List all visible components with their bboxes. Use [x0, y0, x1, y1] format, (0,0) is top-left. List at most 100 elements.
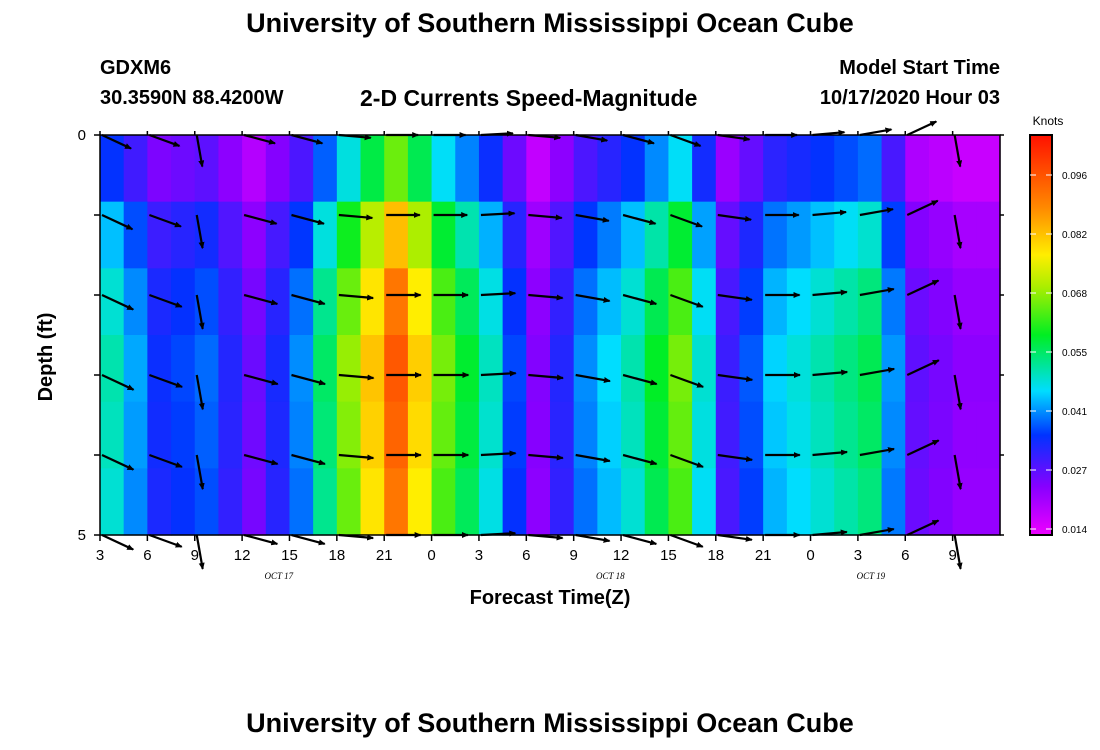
- heatmap-cell: [147, 468, 172, 536]
- current-vector-arrow: [906, 359, 940, 376]
- heatmap-cell: [455, 135, 480, 203]
- heatmap-cell: [218, 135, 243, 203]
- current-vector-arrow: [575, 213, 610, 223]
- heatmap-cell: [171, 335, 196, 403]
- heatmap-cell: [692, 468, 717, 536]
- current-vector-arrow: [859, 527, 895, 537]
- heatmap-cell: [431, 135, 456, 203]
- heatmap-cell: [668, 201, 693, 269]
- colorbar-tick-label: 0.068: [1062, 289, 1087, 300]
- colorbar-ticks: 0.096 0.082 0.068 0.055 0.041 0.027 0.014: [1030, 171, 1087, 536]
- heatmap-cell: [526, 335, 551, 403]
- heatmap-cell: [265, 201, 291, 269]
- heatmap-cell: [336, 401, 362, 469]
- current-vector-arrow: [575, 453, 611, 463]
- heatmap-cell: [715, 335, 741, 403]
- heatmap-cell: [763, 401, 788, 469]
- current-vector-arrow: [859, 127, 893, 137]
- current-vector-arrow: [906, 199, 939, 216]
- current-vector-arrow: [480, 450, 517, 457]
- current-vector-arrow: [622, 533, 658, 546]
- heatmap-cell: [976, 201, 1001, 269]
- heatmap-cell: [147, 201, 172, 269]
- heatmap-cell: [100, 335, 125, 403]
- x-tick-label: 6: [901, 547, 909, 564]
- heatmap-cell: [265, 135, 291, 203]
- current-vector-arrow: [528, 213, 563, 221]
- heatmap-cell: [100, 201, 125, 269]
- current-vector-arrow: [859, 367, 896, 377]
- heatmap-cell: [786, 335, 812, 403]
- current-vector-arrow: [480, 290, 517, 297]
- current-vector-arrow: [101, 214, 134, 231]
- heatmap-cell: [123, 468, 148, 536]
- heatmap-cell: [147, 135, 172, 203]
- heatmap-cell: [928, 135, 954, 203]
- x-tick-label: 6: [522, 547, 530, 564]
- heatmap-cell: [692, 335, 717, 403]
- heatmap-cell: [502, 201, 527, 269]
- current-vector-arrow: [670, 533, 704, 548]
- current-vector-arrow: [291, 533, 326, 546]
- current-vector-arrow: [622, 453, 658, 466]
- heatmap-cell: [100, 135, 125, 203]
- current-vector-arrow: [953, 534, 963, 570]
- heatmap-cell: [621, 468, 646, 536]
- x-tick-label: 0: [806, 547, 814, 564]
- heatmap-cell: [905, 335, 930, 403]
- heatmap-cell: [502, 268, 527, 336]
- heatmap-cell: [597, 201, 622, 269]
- heatmap-cell: [905, 468, 930, 536]
- heatmap-cell: [242, 201, 267, 269]
- x-tick-label: 21: [376, 547, 393, 564]
- current-vector-arrow: [670, 373, 705, 388]
- current-vector-arrow: [717, 533, 753, 542]
- heatmap-cell: [692, 268, 717, 336]
- heatmap-cell: [905, 401, 930, 469]
- heatmap-cell: [242, 135, 267, 203]
- current-vector-arrow: [195, 374, 205, 411]
- heatmap-cell: [123, 401, 148, 469]
- current-vector-arrow: [812, 369, 849, 377]
- date-label: OCT 19: [857, 571, 886, 581]
- current-vector-arrow: [195, 214, 205, 250]
- heatmap-cell: [431, 335, 456, 403]
- heatmap-cell: [550, 135, 575, 203]
- heatmap-cell: [857, 135, 883, 203]
- heatmap-cell: [573, 201, 598, 269]
- current-vector-arrow: [859, 447, 895, 457]
- heatmap-cell: [407, 135, 433, 203]
- heatmap-cell: [478, 268, 504, 336]
- heatmap-cell: [976, 335, 1001, 403]
- x-tick-label: 12: [234, 547, 251, 564]
- heatmap-cell: [597, 135, 622, 203]
- heatmap-cell: [881, 201, 906, 269]
- heatmap-cell: [313, 335, 338, 403]
- heatmap-cell: [242, 268, 267, 336]
- current-vector-arrow: [101, 534, 135, 551]
- current-vector-arrow: [291, 373, 327, 386]
- x-tick-label: 0: [427, 547, 435, 564]
- x-tick-label: 15: [281, 547, 298, 564]
- x-tick-label: 18: [328, 547, 345, 564]
- model-start-label: Model Start Time: [839, 57, 1000, 79]
- current-vector-arrow: [148, 373, 184, 388]
- heatmap-cell: [455, 268, 480, 336]
- heatmap-cell: [786, 135, 812, 203]
- heatmap-cell: [810, 201, 835, 269]
- heatmap-cell: [810, 401, 835, 469]
- current-vector-arrow: [575, 373, 611, 383]
- heatmap-cell: [644, 135, 670, 203]
- colorbar-unit-label: Knots: [1033, 114, 1064, 128]
- heatmap-cell: [265, 335, 291, 403]
- heatmap-cell: [242, 335, 267, 403]
- current-vector-arrow: [670, 133, 702, 147]
- current-vector-arrow: [575, 293, 611, 303]
- heatmap-cell: [810, 135, 835, 203]
- x-tick-label: 6: [143, 547, 151, 564]
- heatmap-cell: [431, 268, 456, 336]
- current-vector-arrow: [622, 133, 655, 145]
- current-vector-arrow: [195, 134, 205, 168]
- heatmap-cell: [739, 468, 764, 536]
- heatmap-cell: [526, 268, 551, 336]
